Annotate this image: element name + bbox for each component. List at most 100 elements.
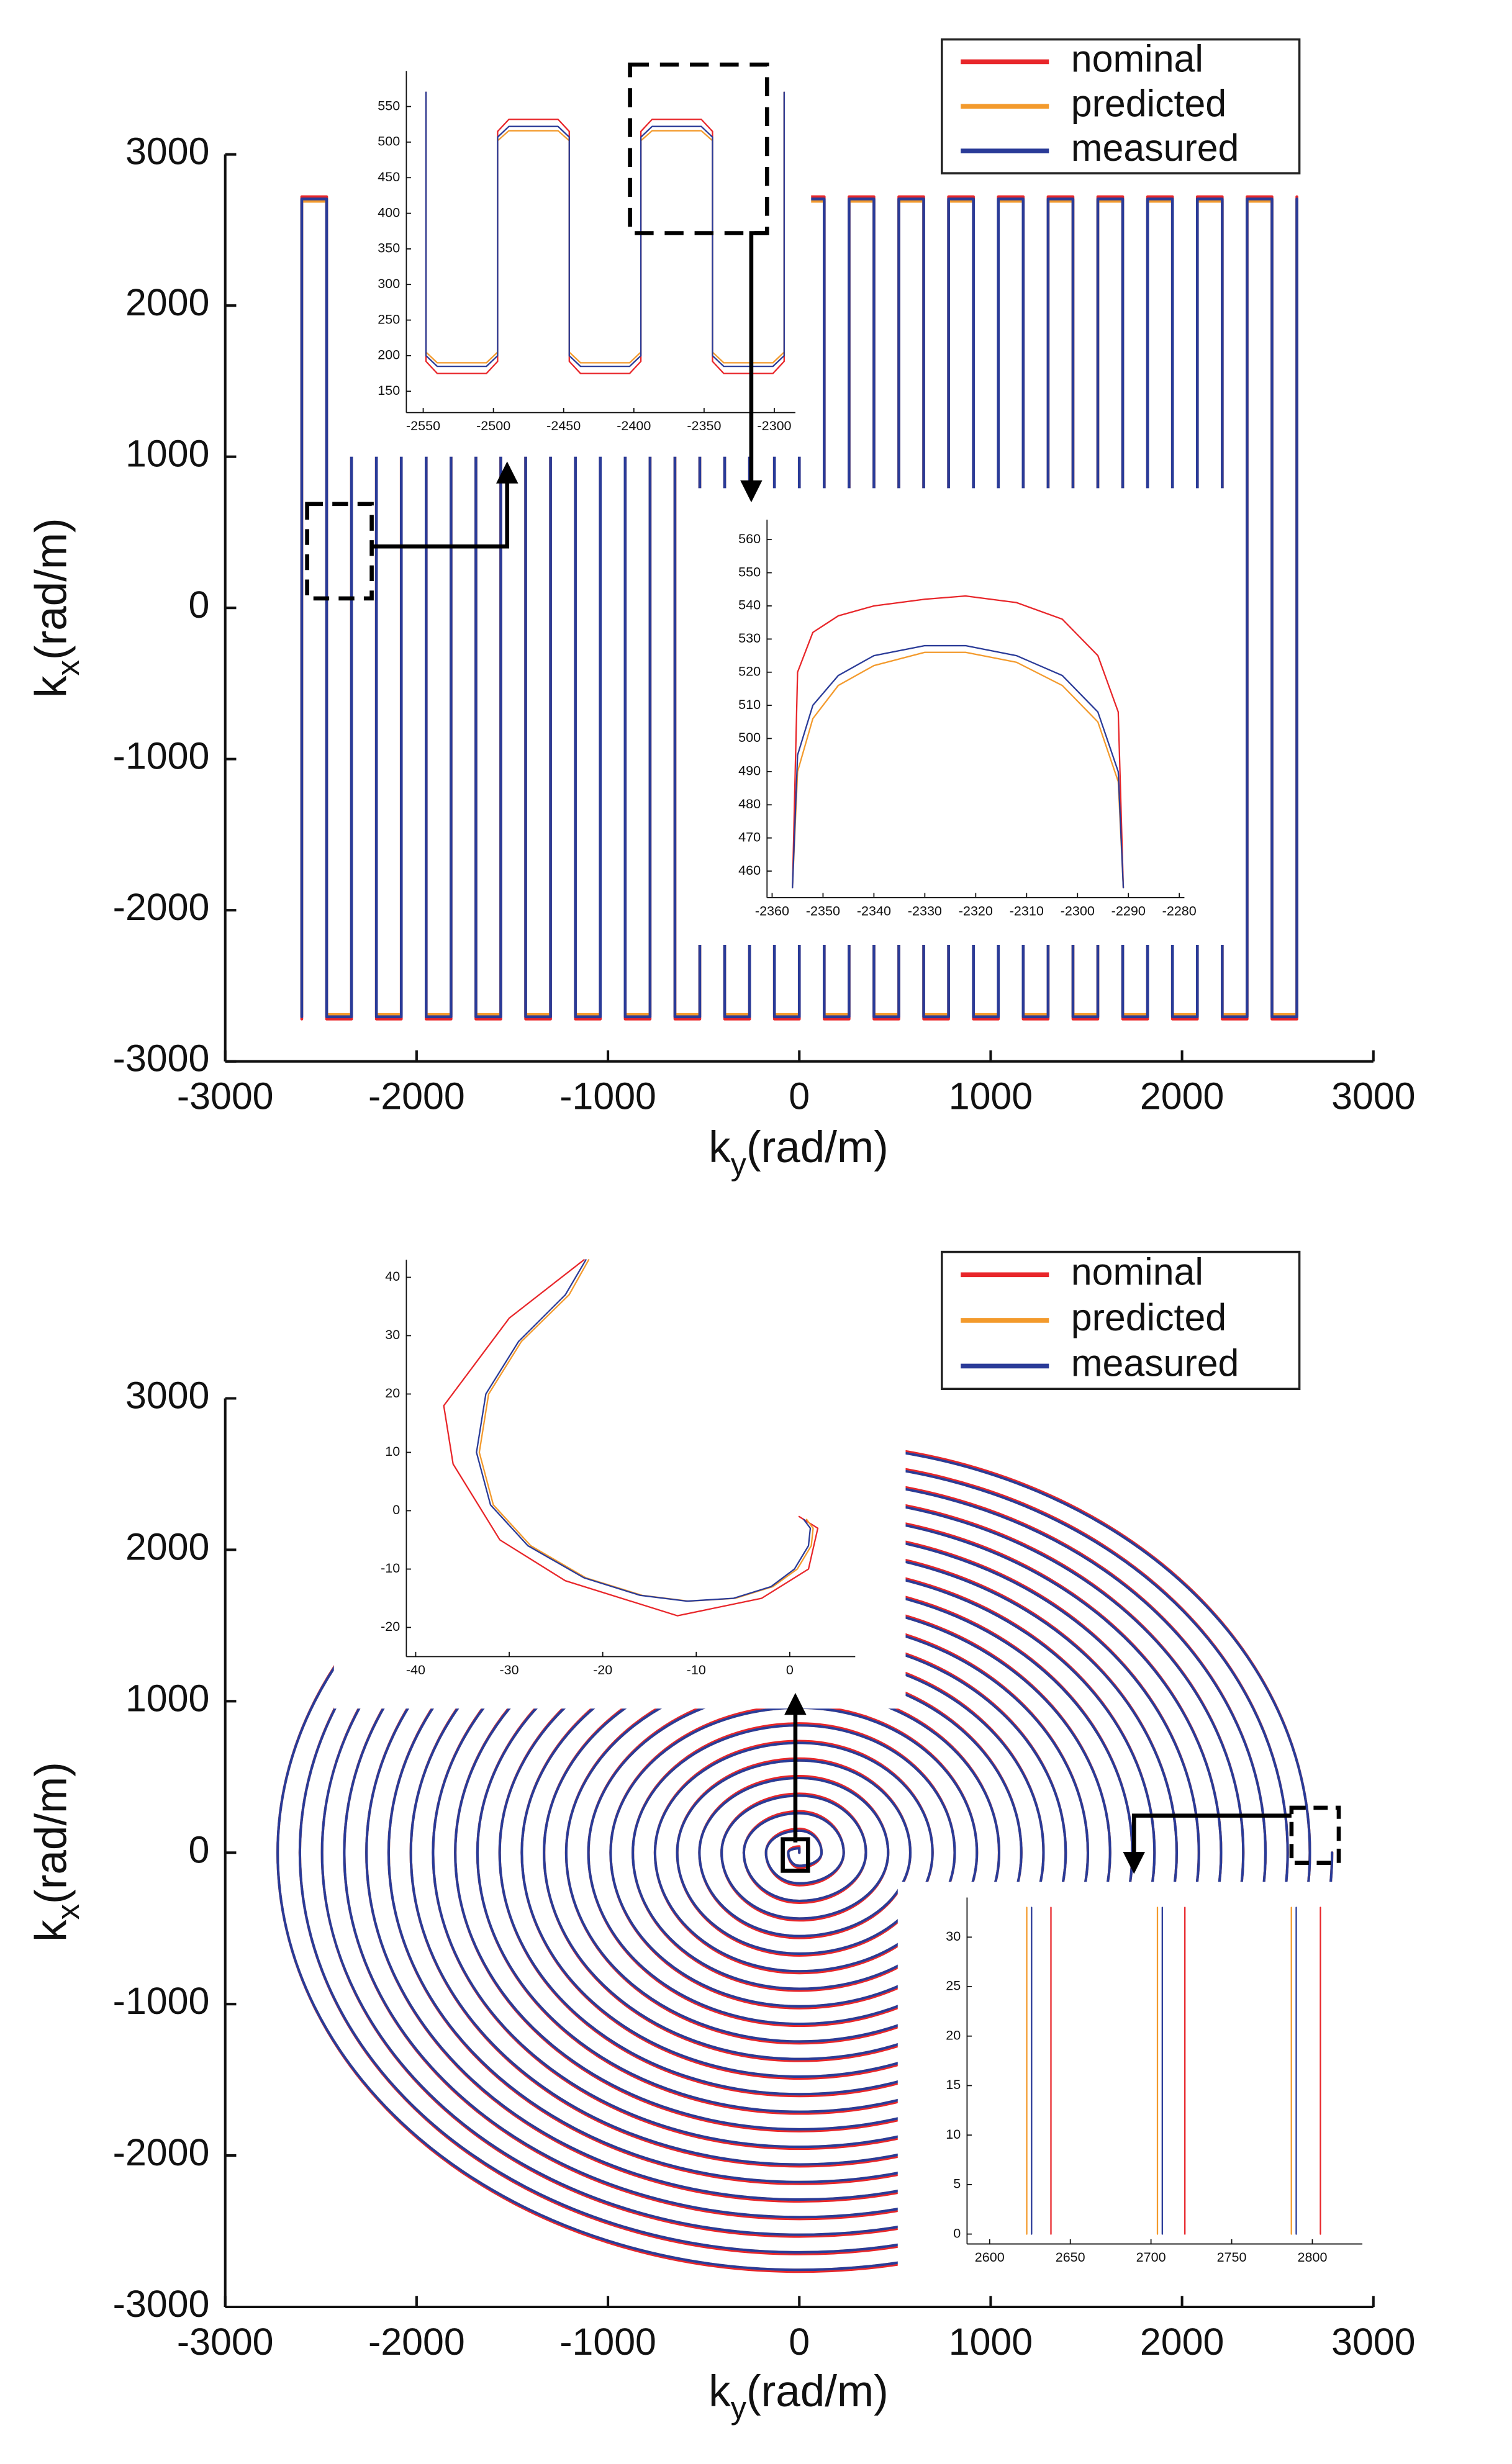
x-tick-label: -3000 xyxy=(177,1075,274,1117)
x-tick-label: -30 xyxy=(499,1662,518,1677)
label-subscript: x xyxy=(50,1904,86,1920)
annotations xyxy=(305,62,1341,1874)
x-tick-label: 2000 xyxy=(1140,2321,1224,2363)
series-line xyxy=(1050,1907,1321,2235)
x-axis-label: ky(rad/m) xyxy=(708,2367,889,2426)
x-tick-label: -40 xyxy=(406,1662,425,1677)
x-tick-label: -2330 xyxy=(908,903,942,918)
x-tick-label: 2600 xyxy=(975,2249,1005,2265)
x-tick-label: -2400 xyxy=(617,418,651,433)
label-part: (rad/m) xyxy=(27,1762,76,1904)
label-subscript: x xyxy=(50,660,86,675)
x-axis-label: ky(rad/m) xyxy=(708,1123,889,1181)
y-tick-label: 300 xyxy=(378,276,400,291)
y-tick-label: 480 xyxy=(738,796,761,811)
y-tick-label: 470 xyxy=(738,829,761,844)
x-tick-label: -2300 xyxy=(1061,903,1095,918)
y-tick-label: -3000 xyxy=(113,1037,210,1080)
legend-label: predicted xyxy=(1071,82,1226,124)
inset-background xyxy=(333,39,812,457)
y-tick-label: 400 xyxy=(378,204,400,220)
y-tick-label: 0 xyxy=(953,2225,961,2241)
y-tick-label: -2000 xyxy=(113,886,210,928)
y-tick-label: -1000 xyxy=(113,735,210,777)
legend-label: measured xyxy=(1071,127,1239,169)
legend-label: predicted xyxy=(1071,1296,1226,1338)
y-tick-label: -3000 xyxy=(113,2283,210,2325)
y-tick-label: -1000 xyxy=(113,1980,210,2022)
inset-plot: -2360 -2350 -2340 -2330 -2320 -2310 -2300 -2290… xyxy=(697,488,1226,945)
x-tick-label: -2340 xyxy=(857,903,891,918)
y-tick-label: 510 xyxy=(738,697,761,712)
y-tick-label: 250 xyxy=(378,311,400,327)
x-tick-label: -20 xyxy=(593,1662,612,1677)
y-tick-label: 5 xyxy=(953,2176,961,2191)
label-part: (rad/m) xyxy=(746,1123,889,1172)
y-tick-label: 20 xyxy=(385,1385,400,1401)
x-tick-label: -2350 xyxy=(806,903,840,918)
y-tick-label: 20 xyxy=(946,2027,961,2042)
legend-label: measured xyxy=(1071,1342,1239,1384)
series-line xyxy=(425,91,785,368)
y-tick-label: 1000 xyxy=(125,1677,209,1719)
label-part: (rad/m) xyxy=(27,518,76,660)
x-tick-label: -1000 xyxy=(559,1075,656,1117)
legend-label: nominal xyxy=(1071,1250,1203,1293)
series-line xyxy=(425,91,785,364)
y-tick-label: 25 xyxy=(946,1978,961,1993)
inset-plot: -40 -30 -20 -10 0 -20 -10 0 10 20 30 40 xyxy=(333,1243,906,1709)
y-tick-label: 530 xyxy=(738,630,761,646)
x-tick-label: 1000 xyxy=(949,2321,1033,2363)
zoom-box xyxy=(305,502,374,601)
zoom-arrow xyxy=(740,231,767,503)
y-tick-label: 3000 xyxy=(125,1374,209,1417)
x-tick-label: 2700 xyxy=(1136,2249,1166,2265)
y-tick-label: 500 xyxy=(378,133,400,149)
y-tick-label: 200 xyxy=(378,347,400,363)
label-part: k xyxy=(27,675,76,698)
x-tick-label: 2750 xyxy=(1217,2249,1247,2265)
y-tick-label: 10 xyxy=(946,2126,961,2142)
x-tick-label: -2550 xyxy=(406,418,440,433)
y-tick-label: 150 xyxy=(378,382,400,398)
y-tick-label: 2000 xyxy=(125,1525,209,1568)
series-line xyxy=(1031,1907,1297,2235)
y-tick-label: 0 xyxy=(392,1502,400,1517)
x-tick-label: 3000 xyxy=(1331,2321,1415,2363)
x-tick-label: -2290 xyxy=(1111,903,1146,918)
x-tick-label: -3000 xyxy=(177,2321,274,2363)
y-tick-label: 500 xyxy=(738,729,761,745)
zoom-box xyxy=(628,62,769,235)
inset-plot: -2550 -2500 -2450 -2400 -2350 -2300 150 200 250 3… xyxy=(333,39,812,457)
x-tick-label: 1000 xyxy=(949,1075,1033,1117)
x-tick-label: -2000 xyxy=(368,1075,465,1117)
y-tick-label: 560 xyxy=(738,531,761,546)
label-subscript: y xyxy=(731,2390,747,2426)
series-line xyxy=(425,91,785,374)
main-plot: -3000 -2000 -1000 0 1000 2000 3000-3000-2000-1… xyxy=(27,38,1416,1182)
x-tick-label: -2280 xyxy=(1162,903,1197,918)
zoom-arrow xyxy=(371,461,518,549)
legend-label: nominal xyxy=(1071,38,1203,80)
series-line xyxy=(1026,1907,1292,2235)
y-tick-label: 0 xyxy=(188,584,209,626)
y-tick-label: -20 xyxy=(381,1618,400,1634)
y-tick-label: 350 xyxy=(378,240,400,256)
label-subscript: y xyxy=(731,1146,747,1181)
y-tick-label: 30 xyxy=(385,1327,400,1342)
y-tick-label: 0 xyxy=(188,1828,209,1871)
y-tick-label: 450 xyxy=(378,169,400,184)
x-tick-label: -10 xyxy=(687,1662,706,1677)
series-line xyxy=(792,651,1125,889)
series-line xyxy=(443,1259,819,1617)
series-line xyxy=(476,1259,812,1602)
inset-background xyxy=(897,1882,1387,2276)
series-line xyxy=(792,644,1125,889)
x-tick-label: -2000 xyxy=(368,2321,465,2363)
main-plot: -3000 -2000 -1000 0 1000 2000 3000-3000-2000-1… xyxy=(27,1250,1416,2426)
y-tick-label: 10 xyxy=(385,1443,400,1459)
series-line xyxy=(792,595,1125,889)
